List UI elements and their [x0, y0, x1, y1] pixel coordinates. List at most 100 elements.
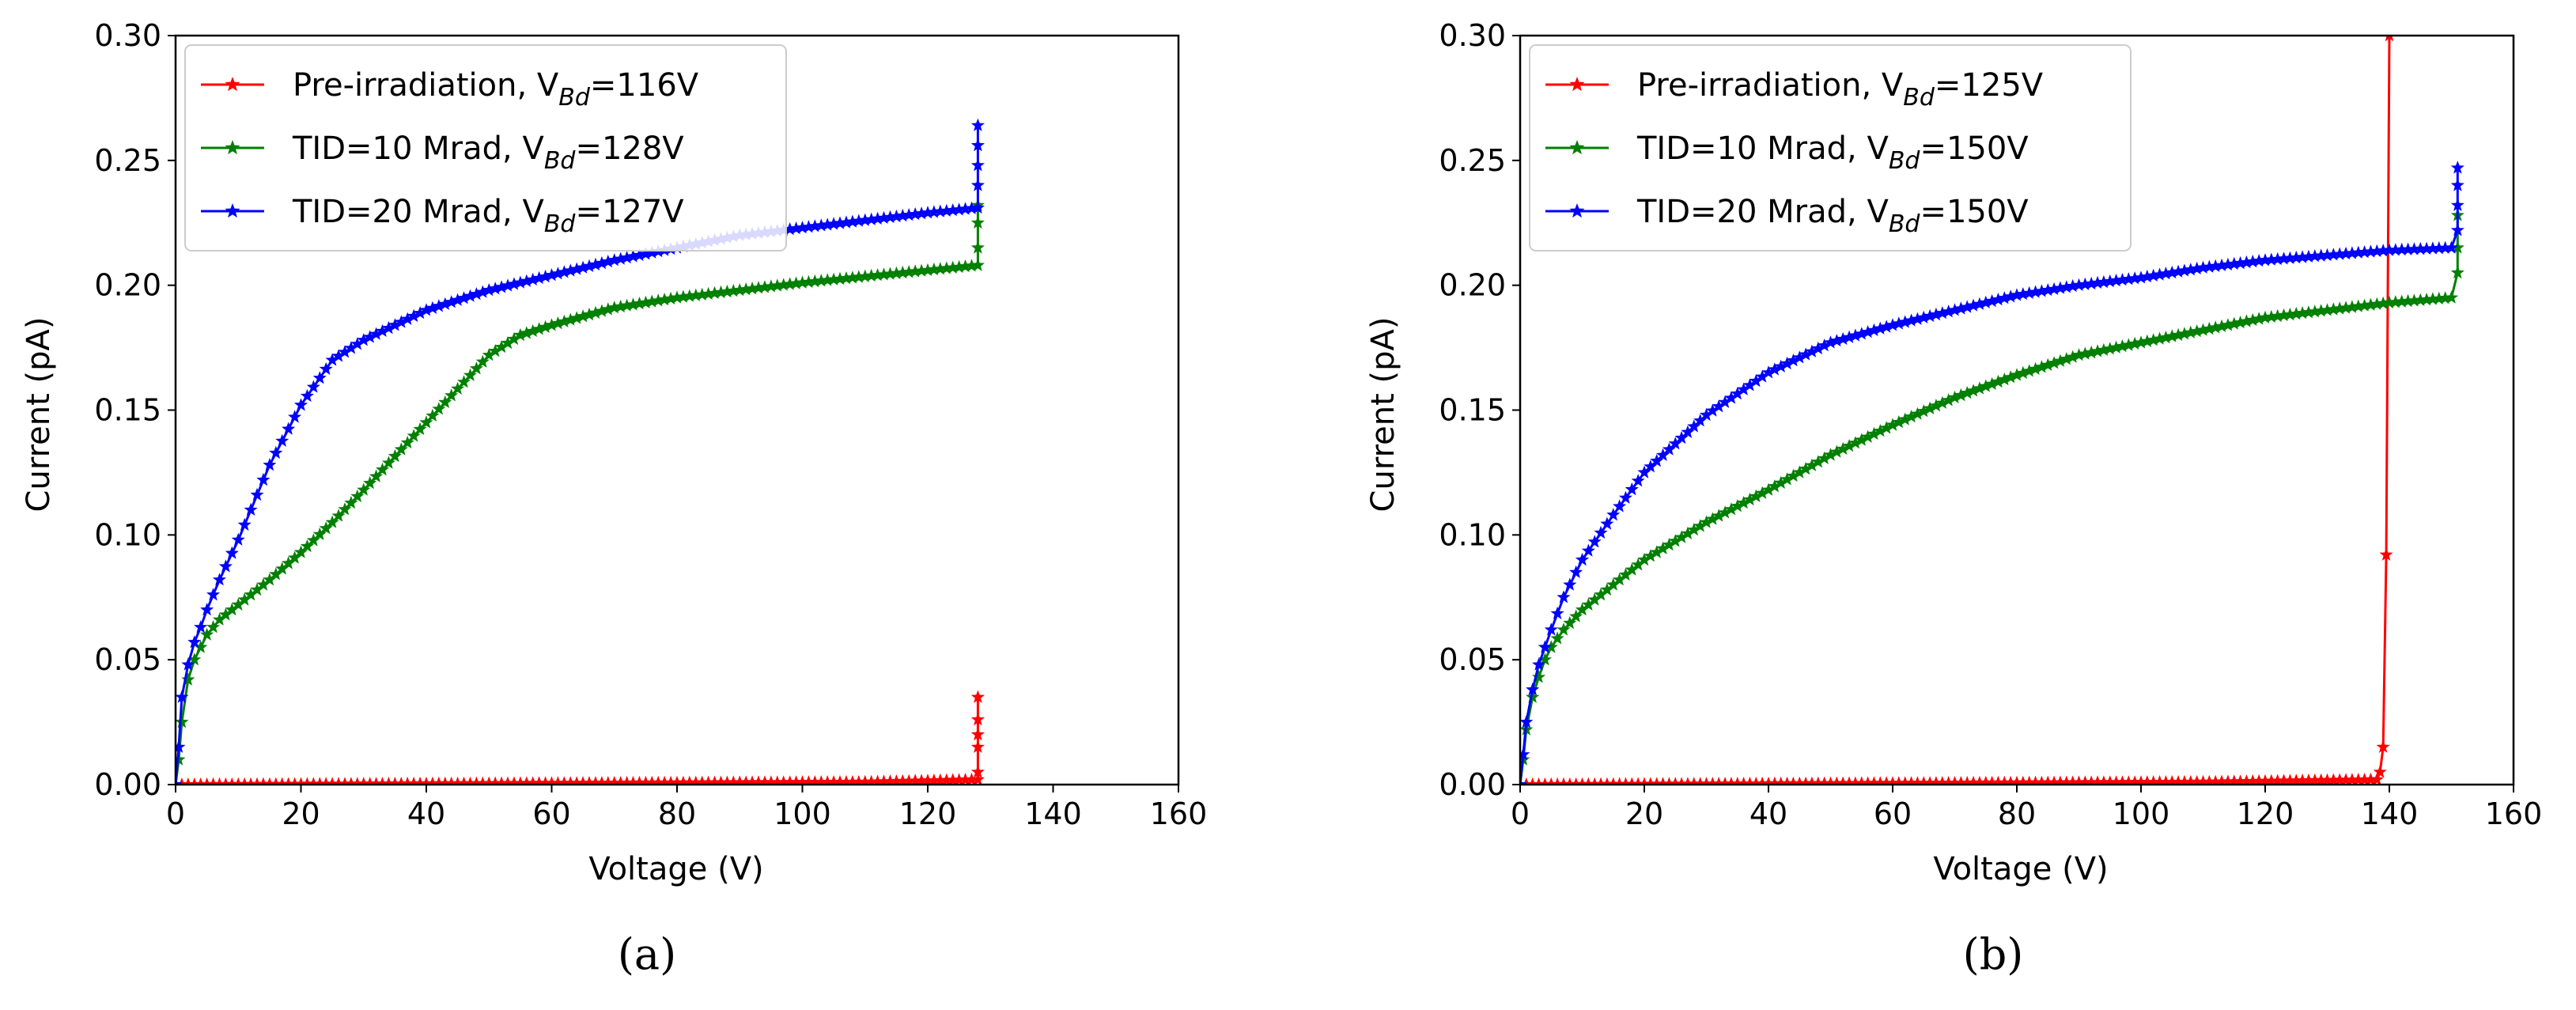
series-point — [1947, 303, 1962, 316]
series-point — [2103, 274, 2117, 288]
series-point — [526, 272, 540, 286]
series-point — [1848, 436, 1863, 449]
panel-b-ylabel: Current (pA) — [1365, 317, 1401, 513]
series-point — [889, 266, 903, 279]
series-point — [451, 293, 465, 306]
series-point — [2450, 265, 2464, 279]
y-tick-label: 0.30 — [1439, 18, 1506, 53]
series-point — [2158, 331, 2173, 344]
series-point — [940, 773, 954, 785]
series-point — [488, 344, 502, 357]
series-point — [2264, 252, 2279, 266]
series-point — [952, 773, 966, 785]
series-point — [2078, 277, 2092, 290]
series-point — [1737, 382, 1751, 395]
series-point — [275, 562, 289, 575]
series-point — [306, 380, 320, 393]
series-point — [959, 202, 973, 215]
series-point — [413, 306, 427, 320]
series-point — [1761, 365, 1776, 379]
series-point — [1935, 306, 1950, 320]
series-point — [1818, 339, 1832, 352]
series-point — [1786, 354, 1800, 367]
series-point — [237, 592, 252, 606]
series-point — [871, 211, 885, 225]
series-point — [626, 297, 641, 311]
series-point — [1550, 606, 1564, 619]
series-point — [426, 408, 440, 422]
series-point — [2345, 773, 2359, 785]
series-point — [1774, 475, 1788, 489]
series-point — [708, 286, 722, 299]
series-point — [839, 215, 853, 229]
series-point — [1855, 327, 1869, 340]
series-point — [1942, 393, 1956, 407]
series-point — [2283, 251, 2297, 264]
series-point — [1644, 549, 1658, 562]
panel-a: (a) Voltage (V) Current (pA) 0 20 40 60 80 10… — [21, 18, 1207, 979]
series-point — [419, 303, 433, 316]
x-tick-label: 0 — [1511, 796, 1530, 831]
series-point — [1749, 373, 1763, 388]
series-point — [582, 259, 596, 272]
legend: Pre-irradiation, VBd=116V TID=10 Mrad, VB… — [184, 44, 787, 252]
series-point — [902, 208, 916, 221]
series-point — [181, 672, 195, 686]
series-point — [1935, 395, 1950, 409]
series-point — [250, 582, 264, 596]
series-point — [2450, 198, 2464, 211]
series-point — [2022, 286, 2037, 299]
series-point — [1557, 590, 1571, 603]
series-point — [638, 295, 653, 308]
series-point — [312, 527, 327, 540]
series-point — [212, 573, 226, 586]
panel-a-ylabel: Current (pA) — [21, 317, 57, 513]
series-point — [607, 253, 622, 267]
series-point — [2283, 774, 2297, 785]
series-point — [632, 248, 646, 262]
series-point — [2389, 243, 2403, 256]
series-point — [200, 603, 214, 616]
series-point — [2314, 248, 2328, 262]
series-point — [1600, 516, 1614, 530]
series-point — [2227, 316, 2241, 330]
series-point — [789, 221, 804, 235]
series-point — [1954, 388, 1968, 402]
series-point — [494, 340, 509, 354]
series-point — [1960, 300, 1974, 313]
series-point — [732, 283, 747, 297]
series-point — [388, 448, 402, 463]
series-point — [1898, 315, 1912, 328]
series-point — [263, 457, 277, 471]
series-point — [2208, 320, 2222, 334]
series-point — [350, 337, 365, 350]
x-tick-label: 160 — [1150, 796, 1208, 831]
series-point — [852, 270, 866, 283]
series-point — [2053, 281, 2067, 294]
series-point — [413, 422, 427, 436]
series-point — [645, 294, 659, 308]
legend-entry: TID=10 Mrad, VBd=128V — [292, 131, 684, 175]
series-point — [2345, 300, 2359, 313]
series-point — [2339, 773, 2353, 785]
series-point — [758, 280, 772, 293]
series-point — [1538, 640, 1552, 653]
series-point — [1662, 442, 1676, 456]
series-point — [1755, 486, 1769, 499]
series-point — [970, 178, 985, 191]
series-point — [2339, 301, 2353, 314]
series-point — [2277, 252, 2291, 265]
panel-a-xlabel: Voltage (V) — [588, 851, 763, 887]
series-point — [2134, 270, 2148, 284]
series-point — [2066, 278, 2080, 293]
series-point — [2426, 292, 2440, 305]
series-point — [895, 208, 910, 222]
series-point — [921, 774, 935, 785]
series-point — [2022, 364, 2037, 377]
legend-entry: Pre-irradiation, VBd=116V — [293, 67, 699, 112]
series-point — [614, 299, 628, 313]
series-point — [921, 263, 935, 276]
series-point — [2078, 346, 2092, 360]
series-point — [1929, 307, 1943, 321]
series-point — [2202, 259, 2216, 273]
